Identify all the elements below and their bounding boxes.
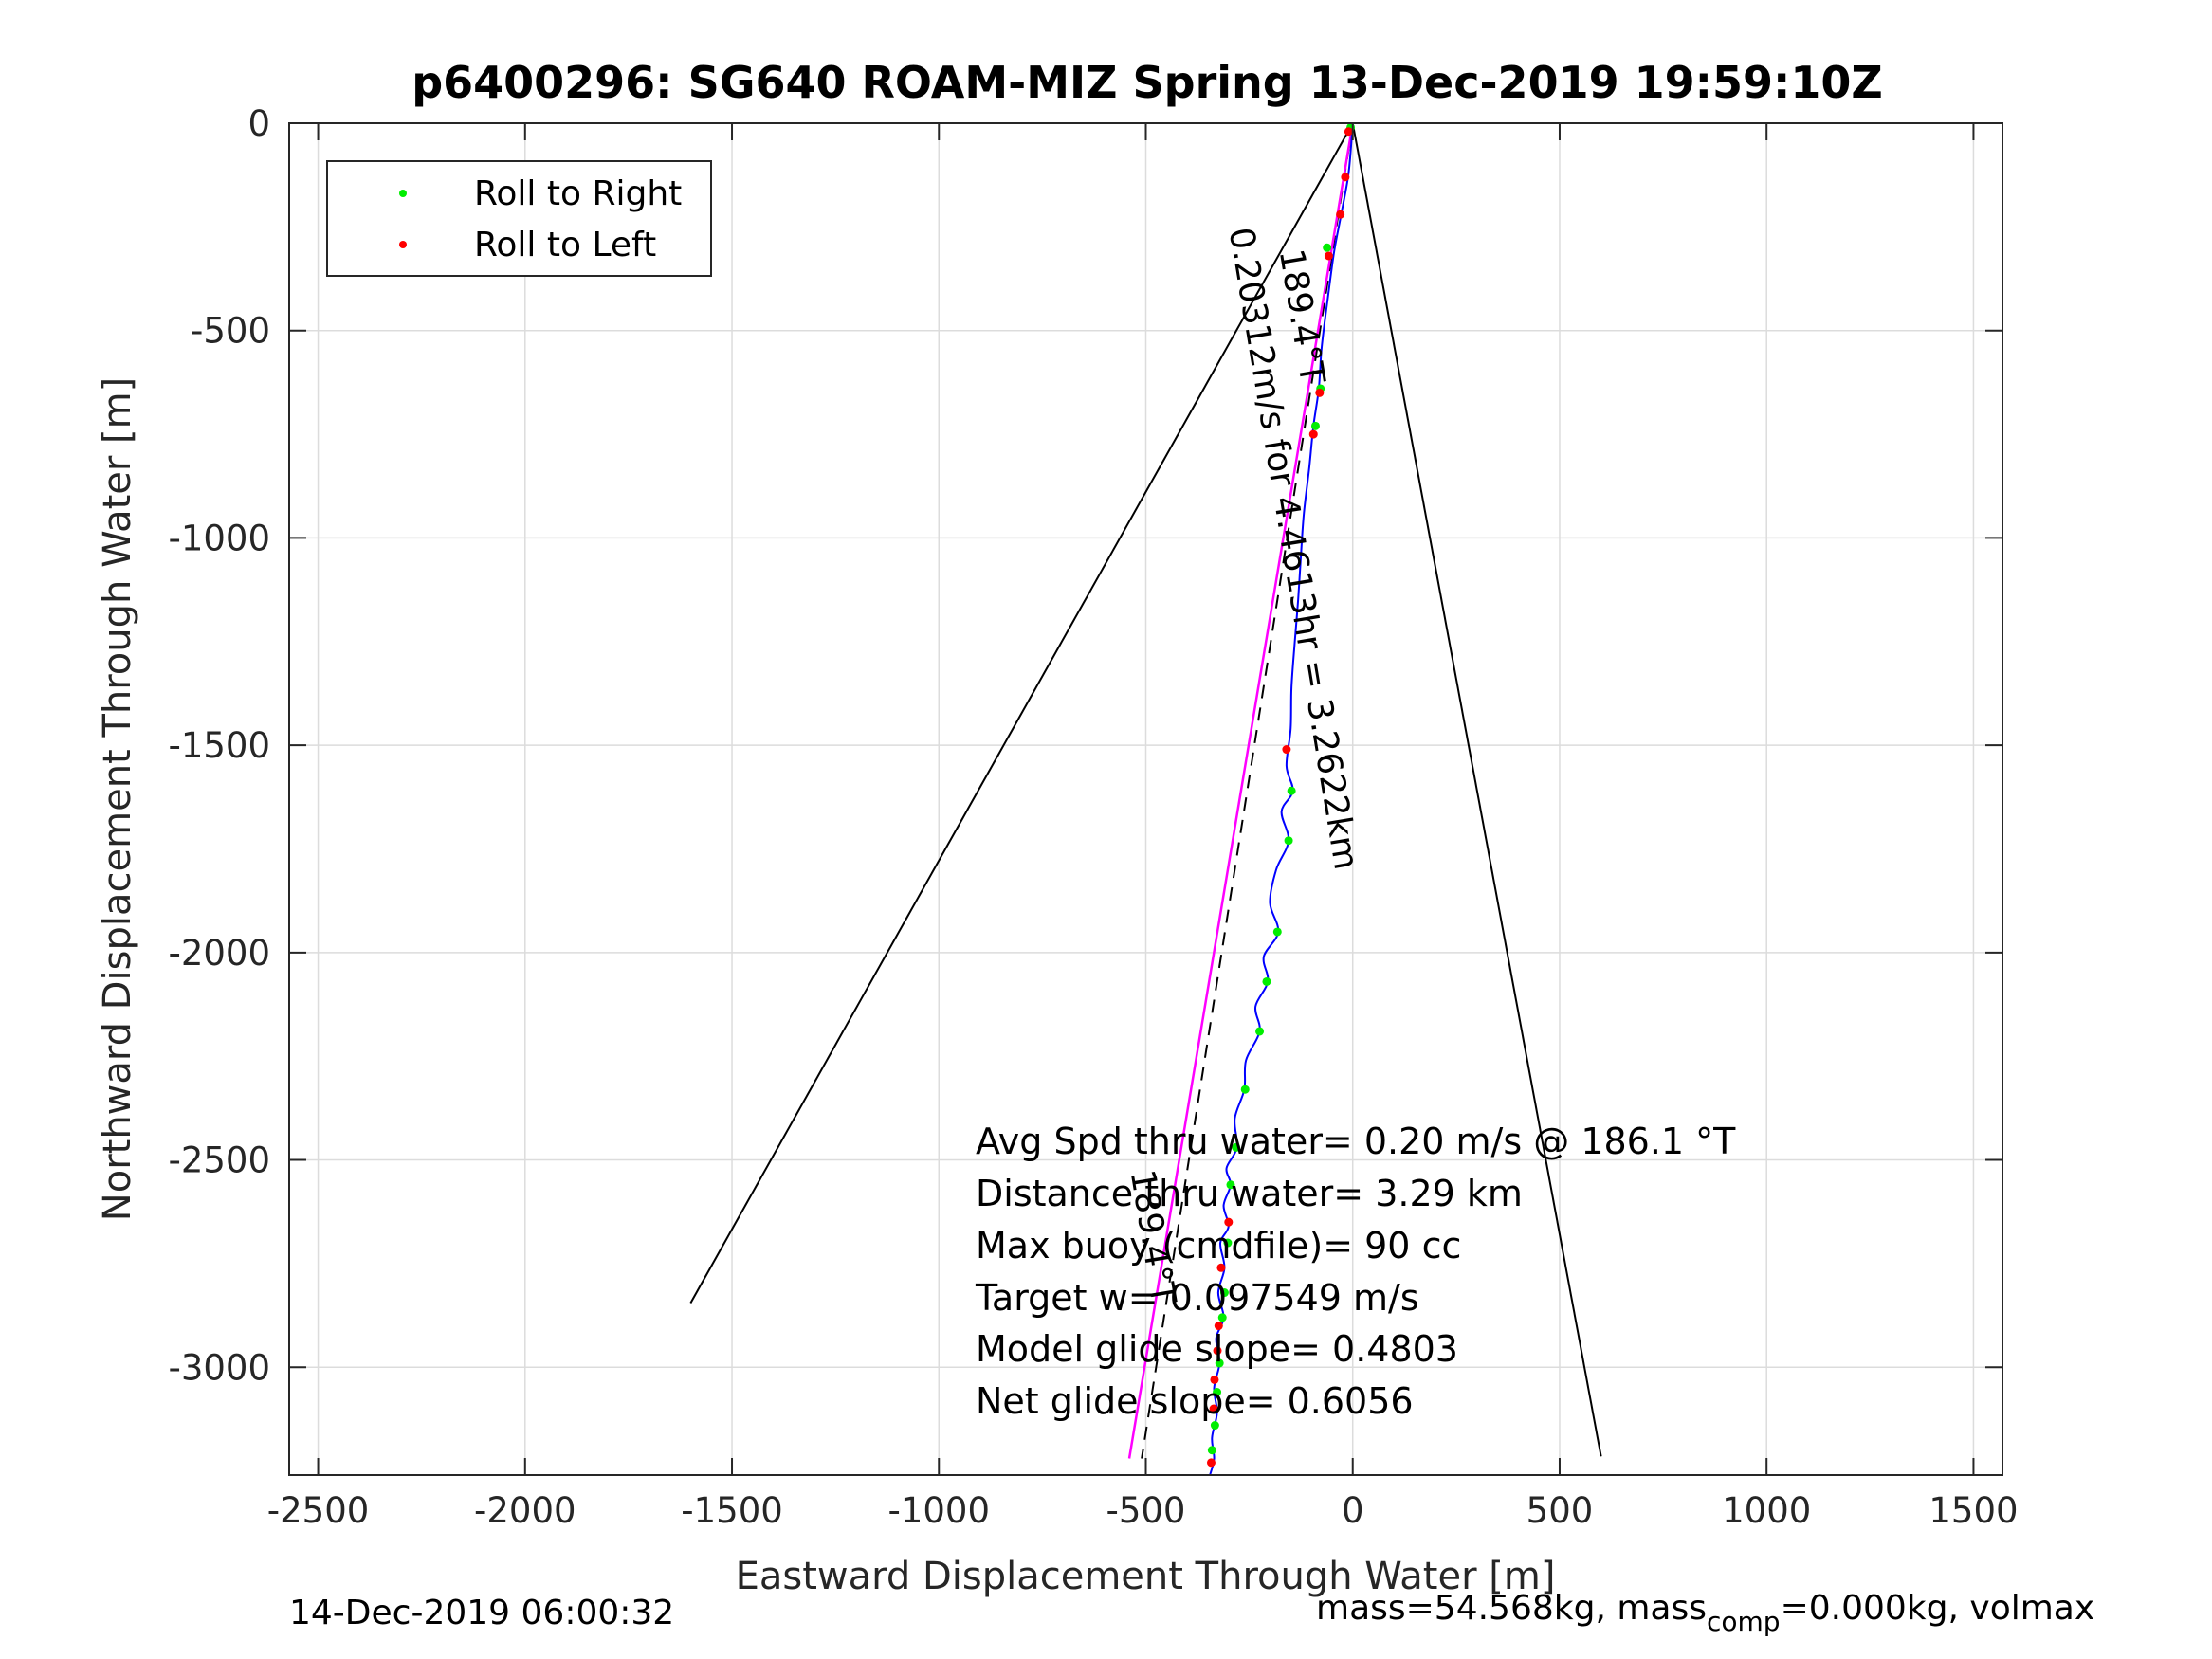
cone-line-east bbox=[1351, 122, 1602, 1457]
stat-model-glide-slope: Model glide slope= 0.4803 bbox=[976, 1328, 1458, 1370]
cone-lines bbox=[689, 122, 1602, 1457]
roll-left-point bbox=[1216, 1263, 1226, 1272]
footer-mass-info: mass=54.568kg, masscomp=0.000kg, volmax bbox=[1316, 1589, 2094, 1637]
x-axis-label: Eastward Displacement Through Water [m] bbox=[736, 1555, 1556, 1598]
roll-right-point bbox=[1210, 1421, 1219, 1431]
roll-left-point bbox=[1341, 173, 1350, 182]
roll-right-point bbox=[1226, 1180, 1235, 1190]
roll-right-point bbox=[1255, 1027, 1265, 1036]
roll-right-point bbox=[1232, 1142, 1241, 1152]
y-tick-label: -1500 bbox=[168, 725, 270, 766]
roll-points bbox=[1206, 122, 1356, 1468]
roll-right-point bbox=[1262, 976, 1271, 986]
roll-left-point bbox=[1210, 1375, 1219, 1384]
x-tick-label: -2500 bbox=[267, 1490, 370, 1531]
y-tick-label: -500 bbox=[191, 311, 270, 352]
stat-distance: Distance thru water= 3.29 km bbox=[976, 1173, 1523, 1214]
y-axis-label: Northward Displacement Through Water [m] bbox=[96, 377, 139, 1221]
x-tick-label: -1000 bbox=[888, 1490, 991, 1531]
footer-mass-subscript: comp bbox=[1707, 1606, 1781, 1637]
legend-box bbox=[326, 160, 712, 277]
roll-left-point bbox=[1224, 1217, 1234, 1227]
roll-right-point bbox=[1215, 1358, 1224, 1368]
legend-marker-roll-right bbox=[399, 190, 407, 197]
y-tick-label: 0 bbox=[247, 103, 270, 144]
roll-left-point bbox=[1308, 429, 1318, 439]
roll-left-point bbox=[1336, 210, 1345, 219]
heading-line bbox=[1127, 122, 1354, 1459]
roll-right-point bbox=[1240, 1085, 1250, 1094]
roll-left-point bbox=[1315, 388, 1325, 397]
stats-block: Avg Spd thru water= 0.20 m/s @ 186.1 °T … bbox=[975, 1121, 1736, 1422]
roll-left-point bbox=[1324, 251, 1333, 261]
footer-mass-suffix: =0.000kg, volmax bbox=[1781, 1589, 2095, 1628]
stat-net-glide-slope: Net glide slope= 0.6056 bbox=[976, 1380, 1414, 1422]
cone-line-west bbox=[689, 122, 1354, 1304]
axis-ticks: -2500 -2000 -1500 -1000 -500 0 500 1000 1500 0 -50… bbox=[168, 103, 2018, 1531]
roll-left-point bbox=[1344, 127, 1353, 137]
roll-right-point bbox=[1287, 786, 1296, 795]
footer-timestamp: 14-Dec-2019 06:00:32 bbox=[289, 1594, 674, 1632]
roll-right-point bbox=[1217, 1313, 1227, 1322]
heading-lines bbox=[1127, 122, 1354, 1459]
y-tick-label: -2000 bbox=[168, 933, 270, 974]
legend-marker-roll-left bbox=[399, 241, 407, 248]
legend: Roll to Right Roll to Left bbox=[326, 160, 712, 277]
y-tick-label: -3000 bbox=[168, 1347, 270, 1388]
x-tick-label: -1500 bbox=[681, 1490, 783, 1531]
x-tick-label: 500 bbox=[1526, 1490, 1594, 1531]
y-tick-label: -1000 bbox=[168, 518, 270, 558]
roll-right-point bbox=[1284, 836, 1293, 846]
roll-right-point bbox=[1207, 1446, 1216, 1455]
plot-area: 189.4°T0.20312m/s for 4.4613hr = 3.2622k… bbox=[168, 103, 2018, 1531]
roll-right-point bbox=[1323, 243, 1332, 252]
roll-left-point bbox=[1209, 1404, 1218, 1413]
roll-left-point bbox=[1213, 1346, 1222, 1356]
roll-left-point bbox=[1206, 1458, 1216, 1468]
y-tick-label: -2500 bbox=[168, 1140, 270, 1181]
stat-avg-speed: Avg Spd thru water= 0.20 m/s @ 186.1 °T bbox=[976, 1121, 1736, 1162]
legend-label-roll-left: Roll to Left bbox=[474, 226, 656, 264]
roll-right-point bbox=[1272, 927, 1282, 937]
legend-label-roll-right: Roll to Right bbox=[474, 174, 682, 213]
grid-lines bbox=[289, 122, 2002, 1475]
stat-max-buoy: Max buoy (cmdfile)= 90 cc bbox=[976, 1225, 1461, 1267]
roll-right-point bbox=[1310, 421, 1320, 430]
x-tick-label: 1500 bbox=[1929, 1490, 2018, 1531]
roll-right-point bbox=[1213, 1388, 1222, 1397]
drift-line bbox=[1141, 122, 1354, 1459]
x-tick-label: -2000 bbox=[474, 1490, 576, 1531]
x-tick-label: 1000 bbox=[1722, 1490, 1811, 1531]
roll-left-point bbox=[1282, 745, 1291, 755]
roll-right-point bbox=[1219, 1288, 1229, 1298]
roll-right-point bbox=[1223, 1238, 1233, 1248]
footer-mass-prefix: mass=54.568kg, mass bbox=[1316, 1589, 1707, 1628]
chart-title: p6400296: SG640 ROAM-MIZ Spring 13-Dec-2… bbox=[411, 57, 1883, 108]
roll-left-point bbox=[1214, 1322, 1223, 1331]
x-tick-label: 0 bbox=[1342, 1490, 1364, 1531]
stat-target-w: Target w= 0.097549 m/s bbox=[975, 1277, 1419, 1319]
x-tick-label: -500 bbox=[1106, 1490, 1186, 1531]
